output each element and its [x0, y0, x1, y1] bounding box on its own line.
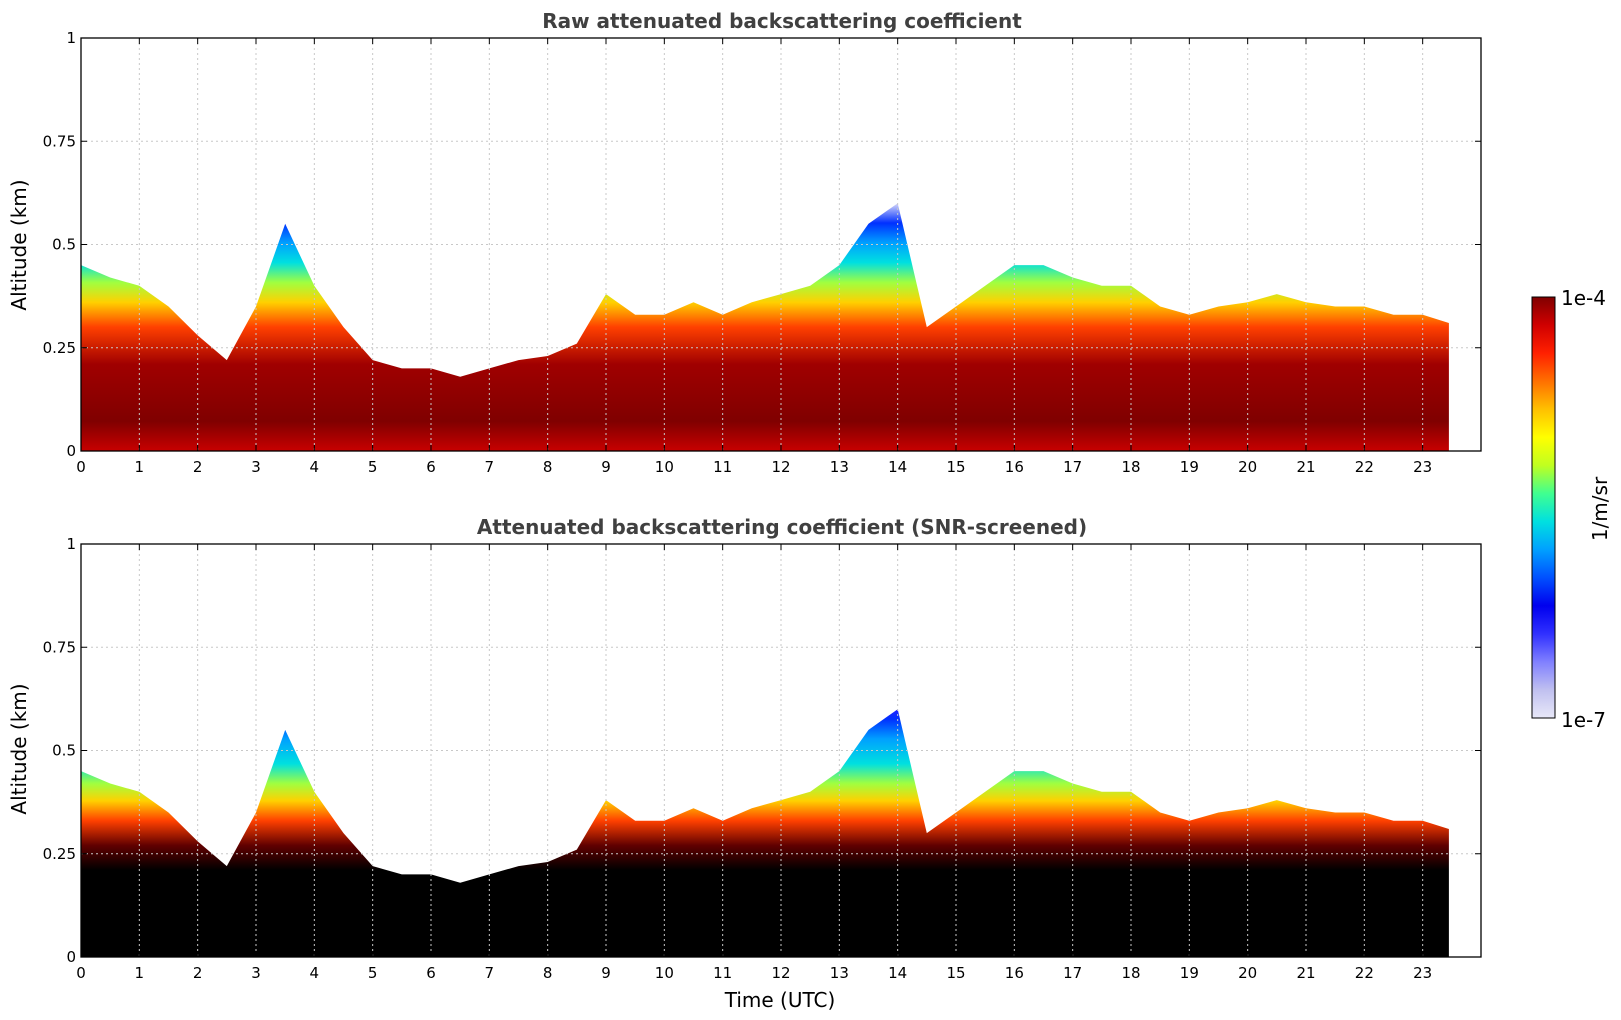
y-tick-label: 0.75 — [43, 132, 76, 150]
plot-area-raw: 0 1 2 3 4 5 6 7 8 9 10 11 12 13 14 15 16 17 18 19 20 21 22 2300… — [43, 29, 1482, 476]
x-tick-label: 13 — [830, 964, 849, 982]
colorbar-unit-label: 1/m/sr — [1588, 476, 1612, 541]
x-tick-label: 2 — [193, 458, 203, 476]
chart-title-screened: Attenuated backscattering coefficient (S… — [477, 515, 1087, 539]
y-tick-label: 0 — [66, 442, 76, 460]
x-tick-label: 12 — [771, 458, 790, 476]
x-tick-label: 10 — [655, 964, 674, 982]
y-tick-label: 1 — [66, 535, 76, 553]
x-tick-label: 3 — [251, 964, 261, 982]
x-tick-label: 6 — [426, 964, 436, 982]
x-tick-label: 23 — [1413, 458, 1432, 476]
x-tick-label: 3 — [251, 458, 261, 476]
x-tick-label: 23 — [1413, 964, 1432, 982]
x-tick-label: 19 — [1180, 964, 1199, 982]
xlabel-time: Time (UTC) — [724, 988, 836, 1012]
x-tick-label: 14 — [888, 964, 907, 982]
chart-title-raw: Raw attenuated backscattering coefficien… — [542, 9, 1022, 33]
x-tick-label: 5 — [368, 458, 378, 476]
backscatter-field — [81, 709, 1449, 957]
y-tick-label: 0 — [66, 948, 76, 966]
x-tick-label: 22 — [1355, 458, 1374, 476]
panel-screened: Attenuated backscattering coefficient (S… — [7, 515, 1482, 1012]
y-tick-label: 1 — [66, 29, 76, 47]
x-tick-label: 19 — [1180, 458, 1199, 476]
colorbar-max-label: 1e-4 — [1561, 286, 1606, 310]
x-tick-label: 17 — [1063, 458, 1082, 476]
x-tick-label: 11 — [713, 458, 732, 476]
x-tick-label: 21 — [1296, 964, 1315, 982]
plot-area-screened: 0 1 2 3 4 5 6 7 8 9 10 11 12 13 14 15 16 17 18 19 20 21 22 2300… — [43, 535, 1482, 982]
x-tick-label: 16 — [1005, 458, 1024, 476]
y-tick-label: 0.5 — [52, 236, 76, 254]
x-tick-label: 16 — [1005, 964, 1024, 982]
colorbar-gradient — [1531, 296, 1556, 719]
x-tick-label: 18 — [1121, 458, 1140, 476]
x-tick-label: 12 — [771, 964, 790, 982]
x-tick-label: 13 — [830, 458, 849, 476]
x-tick-label: 0 — [76, 458, 86, 476]
x-tick-label: 6 — [426, 458, 436, 476]
x-tick-label: 10 — [655, 458, 674, 476]
colorbar-min-label: 1e-7 — [1561, 708, 1606, 732]
x-tick-label: 18 — [1121, 964, 1140, 982]
ylabel-raw: Altitude (km) — [7, 179, 31, 310]
x-tick-label: 7 — [485, 964, 495, 982]
y-tick-label: 0.75 — [43, 638, 76, 656]
x-tick-label: 8 — [543, 964, 553, 982]
x-tick-label: 1 — [135, 458, 145, 476]
x-tick-label: 4 — [310, 458, 320, 476]
y-tick-label: 0.25 — [43, 845, 76, 863]
x-tick-label: 4 — [310, 964, 320, 982]
x-tick-label: 7 — [485, 458, 495, 476]
colorbar: 1e-4 1e-7 1/m/sr — [1531, 286, 1612, 732]
x-tick-label: 15 — [946, 458, 965, 476]
x-tick-label: 2 — [193, 964, 203, 982]
x-tick-label: 20 — [1238, 964, 1257, 982]
backscatter-field — [81, 203, 1449, 451]
ylabel-screened: Altitude (km) — [7, 683, 31, 814]
x-tick-label: 14 — [888, 458, 907, 476]
x-tick-label: 8 — [543, 458, 553, 476]
x-tick-label: 1 — [135, 964, 145, 982]
x-tick-label: 22 — [1355, 964, 1374, 982]
y-tick-label: 0.25 — [43, 339, 76, 357]
x-tick-label: 9 — [601, 964, 611, 982]
x-tick-label: 5 — [368, 964, 378, 982]
x-tick-label: 9 — [601, 458, 611, 476]
y-tick-label: 0.5 — [52, 742, 76, 760]
x-tick-label: 17 — [1063, 964, 1082, 982]
x-tick-label: 11 — [713, 964, 732, 982]
x-tick-label: 20 — [1238, 458, 1257, 476]
x-tick-label: 0 — [76, 964, 86, 982]
panel-raw: Raw attenuated backscattering coefficien… — [7, 9, 1482, 476]
x-tick-label: 21 — [1296, 458, 1315, 476]
x-tick-label: 15 — [946, 964, 965, 982]
